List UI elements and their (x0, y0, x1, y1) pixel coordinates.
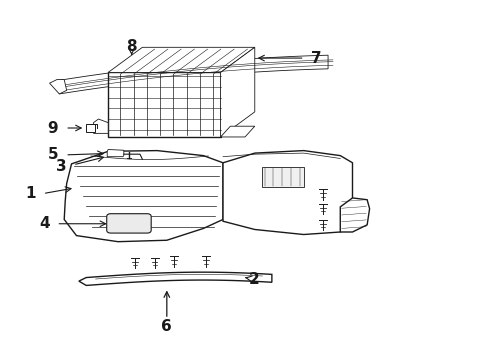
Text: 9: 9 (48, 121, 58, 135)
Bar (86, 124, 95, 132)
Polygon shape (94, 119, 108, 134)
Text: 6: 6 (161, 319, 172, 334)
Polygon shape (220, 47, 255, 137)
Polygon shape (223, 150, 352, 234)
Polygon shape (79, 272, 272, 285)
Text: 1: 1 (25, 186, 36, 201)
FancyBboxPatch shape (107, 214, 151, 233)
Polygon shape (49, 80, 67, 94)
Polygon shape (108, 72, 220, 137)
Polygon shape (262, 167, 304, 187)
Polygon shape (59, 55, 328, 94)
Polygon shape (340, 198, 369, 232)
Text: 8: 8 (126, 39, 137, 54)
Text: 3: 3 (56, 159, 67, 174)
Polygon shape (220, 126, 255, 137)
Polygon shape (107, 149, 124, 157)
Text: 7: 7 (311, 50, 321, 66)
Text: 4: 4 (39, 216, 49, 231)
Text: 5: 5 (48, 147, 58, 162)
Polygon shape (108, 47, 255, 72)
Polygon shape (64, 150, 223, 242)
Text: 2: 2 (249, 272, 260, 287)
